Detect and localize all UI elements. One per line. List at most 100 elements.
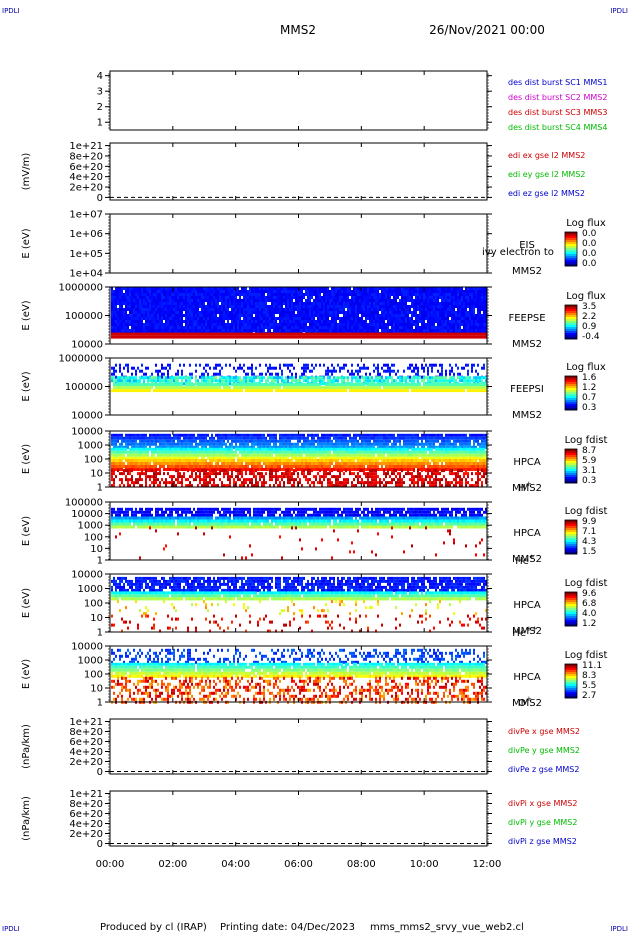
spectrogram-cell xyxy=(459,320,461,323)
spectrogram-cell xyxy=(393,383,395,387)
spectrogram-cell xyxy=(279,389,281,393)
spectrogram-cell xyxy=(199,290,201,293)
spectrogram-cell xyxy=(273,366,275,370)
spectrogram-cell xyxy=(177,302,179,305)
spectrogram-cell xyxy=(207,329,209,332)
spectrogram-cell xyxy=(403,389,405,393)
spectrogram-cell xyxy=(485,332,487,336)
spectrogram-cell xyxy=(121,293,123,296)
spectrogram-cell xyxy=(417,379,419,383)
spectrogram-cell xyxy=(119,305,121,308)
spectrogram-cell xyxy=(161,290,163,293)
spectrogram-cell xyxy=(215,296,217,299)
spectrogram-cell xyxy=(249,329,251,332)
spectrogram-cell xyxy=(449,326,451,329)
spectrogram-cell xyxy=(259,287,261,290)
spectrogram-cell xyxy=(265,372,267,376)
spectrogram-cell xyxy=(229,302,231,305)
spectrogram-cell xyxy=(431,379,433,383)
spectrogram-cell xyxy=(319,320,321,323)
spectrogram-cell xyxy=(367,335,369,339)
spectrogram-cell xyxy=(457,317,459,320)
spectrogram-cell xyxy=(211,329,213,332)
spectrogram-cell xyxy=(231,379,233,383)
spectrogram-cell xyxy=(315,311,317,314)
spectrogram-cell xyxy=(297,329,299,332)
spectrogram-cell xyxy=(265,389,267,393)
spectrogram-cell xyxy=(457,287,459,290)
spectrogram-cell xyxy=(283,329,285,332)
spectrogram-cell xyxy=(317,383,319,387)
spectrogram-cell xyxy=(295,375,297,379)
spectrogram-cell xyxy=(409,366,411,370)
spectrogram-cell xyxy=(423,308,425,311)
spectrogram-cell xyxy=(289,308,291,311)
spectrogram-cell xyxy=(203,383,205,387)
spectrogram-cell xyxy=(367,308,369,311)
spectrogram-cell xyxy=(347,323,349,326)
spectrogram-cell xyxy=(403,287,405,290)
spectrogram-cell xyxy=(343,376,345,380)
spectrogram-cell xyxy=(435,389,437,393)
spectrogram-cell xyxy=(163,293,165,296)
spectrogram-cell xyxy=(407,314,409,317)
spectrogram-cell xyxy=(303,335,305,339)
spectrogram-cell xyxy=(473,379,475,383)
spectrogram-cell xyxy=(195,379,197,383)
spectrogram-cell xyxy=(343,335,345,339)
spectrogram-cell xyxy=(187,302,189,305)
spectrogram-cell xyxy=(467,293,469,296)
spectrogram-cell xyxy=(343,383,345,387)
spectrogram-cell xyxy=(373,293,375,296)
spectrogram-cell xyxy=(149,311,151,314)
spectrogram-cell xyxy=(161,329,163,332)
spectrogram-cell xyxy=(169,296,171,299)
spectrogram-cell xyxy=(163,332,165,336)
spectrogram-cell xyxy=(375,290,377,293)
spectrogram-cell xyxy=(239,308,241,311)
spectrogram-cell xyxy=(327,311,329,314)
spectrogram-cell xyxy=(185,376,187,380)
spectrogram-cell xyxy=(199,383,201,387)
spectrogram-cell xyxy=(129,287,131,290)
spectrogram-cell xyxy=(209,320,211,323)
spectrogram-cell xyxy=(129,389,131,393)
spectrogram-cell xyxy=(405,299,407,302)
spectrogram-cell xyxy=(437,314,439,317)
spectrogram-cell xyxy=(277,299,279,302)
spectrogram-cell xyxy=(377,311,379,314)
spectrogram-cell xyxy=(133,302,135,305)
spectrogram-cell xyxy=(279,320,281,323)
spectrogram-cell xyxy=(157,314,159,317)
spectrogram-cell xyxy=(285,320,287,323)
spectrogram-cell xyxy=(169,329,171,332)
spectrogram-cell xyxy=(341,305,343,308)
spectrogram-cell xyxy=(135,290,137,293)
spectrogram-cell xyxy=(375,299,377,302)
spectrogram-cell xyxy=(223,326,225,329)
spectrogram-cell xyxy=(391,308,393,311)
spectrogram-cell xyxy=(421,320,423,323)
spectrogram-cell xyxy=(359,302,361,305)
spectrogram-cell xyxy=(355,290,357,293)
spectrogram-cell xyxy=(341,302,343,305)
spectrogram-cell xyxy=(143,372,145,376)
spectrogram-cell xyxy=(295,296,297,299)
spectrogram-cell xyxy=(161,317,163,320)
spectrogram-cell xyxy=(211,296,213,299)
spectrogram-cell xyxy=(261,299,263,302)
spectrogram-cell xyxy=(205,287,207,290)
spectrogram-cell xyxy=(375,389,377,393)
spectrogram-cell xyxy=(417,308,419,311)
spectrogram-cell xyxy=(193,296,195,299)
spectrogram-cell xyxy=(207,379,209,383)
spectrogram-cell xyxy=(417,372,419,376)
spectrogram-cell xyxy=(121,320,123,323)
spectrogram-cell xyxy=(121,305,123,308)
spectrogram-cell xyxy=(415,389,417,393)
spectrogram-cell xyxy=(211,383,213,387)
spectrogram-cell xyxy=(477,305,479,308)
spectrogram-cell xyxy=(111,389,113,393)
spectrogram-cell xyxy=(359,379,361,383)
spectrogram-cell xyxy=(451,329,453,332)
